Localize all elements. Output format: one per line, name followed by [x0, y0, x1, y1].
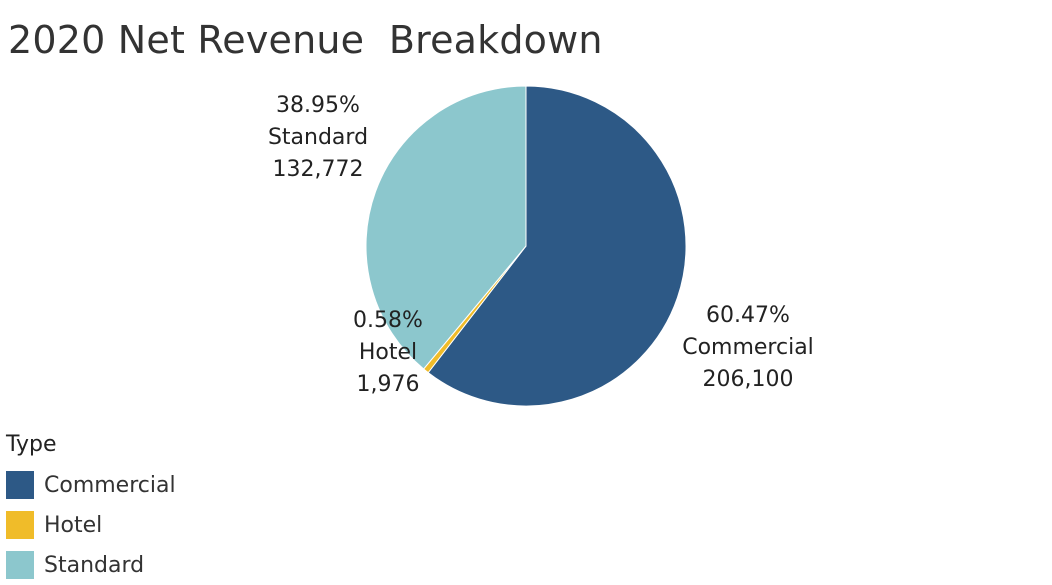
legend-swatch-standard [6, 551, 34, 579]
slice-value-standard: 132,772 [272, 157, 364, 182]
legend-label-commercial: Commercial [44, 472, 176, 498]
slice-label-hotel: 0.58% Hotel 1,976 [348, 305, 428, 401]
legend-swatch-commercial [6, 471, 34, 499]
slice-name-standard: Standard [267, 125, 369, 150]
slice-name-hotel: Hotel [358, 340, 418, 365]
slice-value-hotel: 1,976 [356, 372, 420, 397]
pie-slice-standard[interactable] [365, 85, 527, 370]
slice-label-standard: 38.95% Standard 132,772 [266, 90, 370, 186]
legend: Type Commercial Hotel Standard [6, 432, 176, 585]
slice-value-commercial: 206,100 [702, 367, 794, 392]
slice-label-commercial: 60.47% Commercial 206,100 [678, 300, 818, 396]
legend-label-standard: Standard [44, 552, 145, 578]
legend-item-hotel[interactable]: Hotel [6, 505, 176, 545]
slice-percent-hotel: 0.58% [353, 308, 423, 333]
legend-item-commercial[interactable]: Commercial [6, 465, 176, 505]
legend-title: Type [6, 432, 57, 457]
slice-name-commercial: Commercial [682, 335, 814, 360]
chart-title: 2020 Net Revenue Breakdown [8, 18, 603, 62]
slice-percent-commercial: 60.47% [706, 303, 790, 328]
pie-slice-commercial[interactable] [427, 85, 687, 407]
legend-item-standard[interactable]: Standard [6, 545, 176, 585]
slice-percent-standard: 38.95% [276, 93, 360, 118]
legend-swatch-hotel [6, 511, 34, 539]
legend-label-hotel: Hotel [44, 512, 103, 538]
